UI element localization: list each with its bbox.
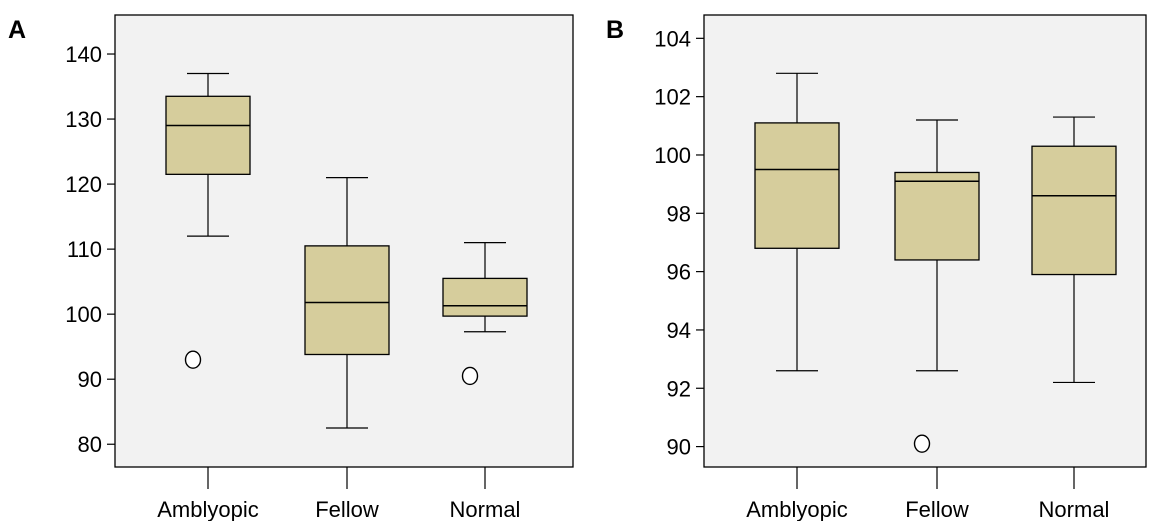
x-tick-label: Amblyopic (746, 497, 847, 521)
outlier-point (184, 350, 202, 369)
y-tick-label: 140 (65, 42, 102, 67)
iqr-box (894, 171, 980, 261)
x-tick-label: Amblyopic (157, 497, 258, 521)
y-tick-label: 92 (667, 376, 691, 401)
y-tick-label: 100 (654, 143, 691, 168)
y-tick-label: 90 (667, 435, 691, 460)
y-tick-label: 96 (667, 260, 691, 285)
iqr-box (165, 95, 251, 175)
iqr-box (304, 245, 390, 356)
x-tick-label: Normal (450, 497, 521, 521)
y-tick-label: 90 (78, 367, 102, 392)
box-fellow (304, 176, 390, 429)
x-tick-label: Normal (1039, 497, 1110, 521)
box-amblyopic (165, 72, 251, 369)
box-amblyopic (754, 72, 840, 372)
x-tick-label: Fellow (315, 497, 379, 521)
panel-label: B (606, 16, 624, 44)
plot-area (114, 14, 574, 468)
panel-label: A (8, 16, 26, 44)
outlier-point (461, 366, 479, 386)
y-tick-label: 94 (667, 318, 691, 343)
box-normal (1031, 116, 1117, 384)
y-tick-label: 120 (65, 172, 102, 197)
y-tick-label: 80 (78, 432, 102, 457)
panel-b: B 90 92 94 96 98 100 102 104 Amblyopic Fellow Norma… (606, 14, 1147, 521)
y-tick-label: 100 (65, 302, 102, 327)
iqr-box (754, 122, 840, 249)
y-tick-label: 102 (654, 85, 691, 110)
y-tick-label: 130 (65, 107, 102, 132)
y-tick-label: 98 (667, 201, 691, 226)
y-tick-label: 110 (67, 237, 102, 262)
y-tick-label: 104 (654, 26, 691, 51)
panel-a: A 80 90 100 110 120 130 140 Amblyopic Fellow Norma… (8, 14, 574, 521)
iqr-box (442, 277, 528, 317)
outlier-point (913, 434, 931, 453)
box-normal (442, 242, 528, 386)
box-fellow (894, 119, 980, 453)
iqr-box (1031, 145, 1117, 276)
x-tick-label: Fellow (905, 497, 969, 521)
